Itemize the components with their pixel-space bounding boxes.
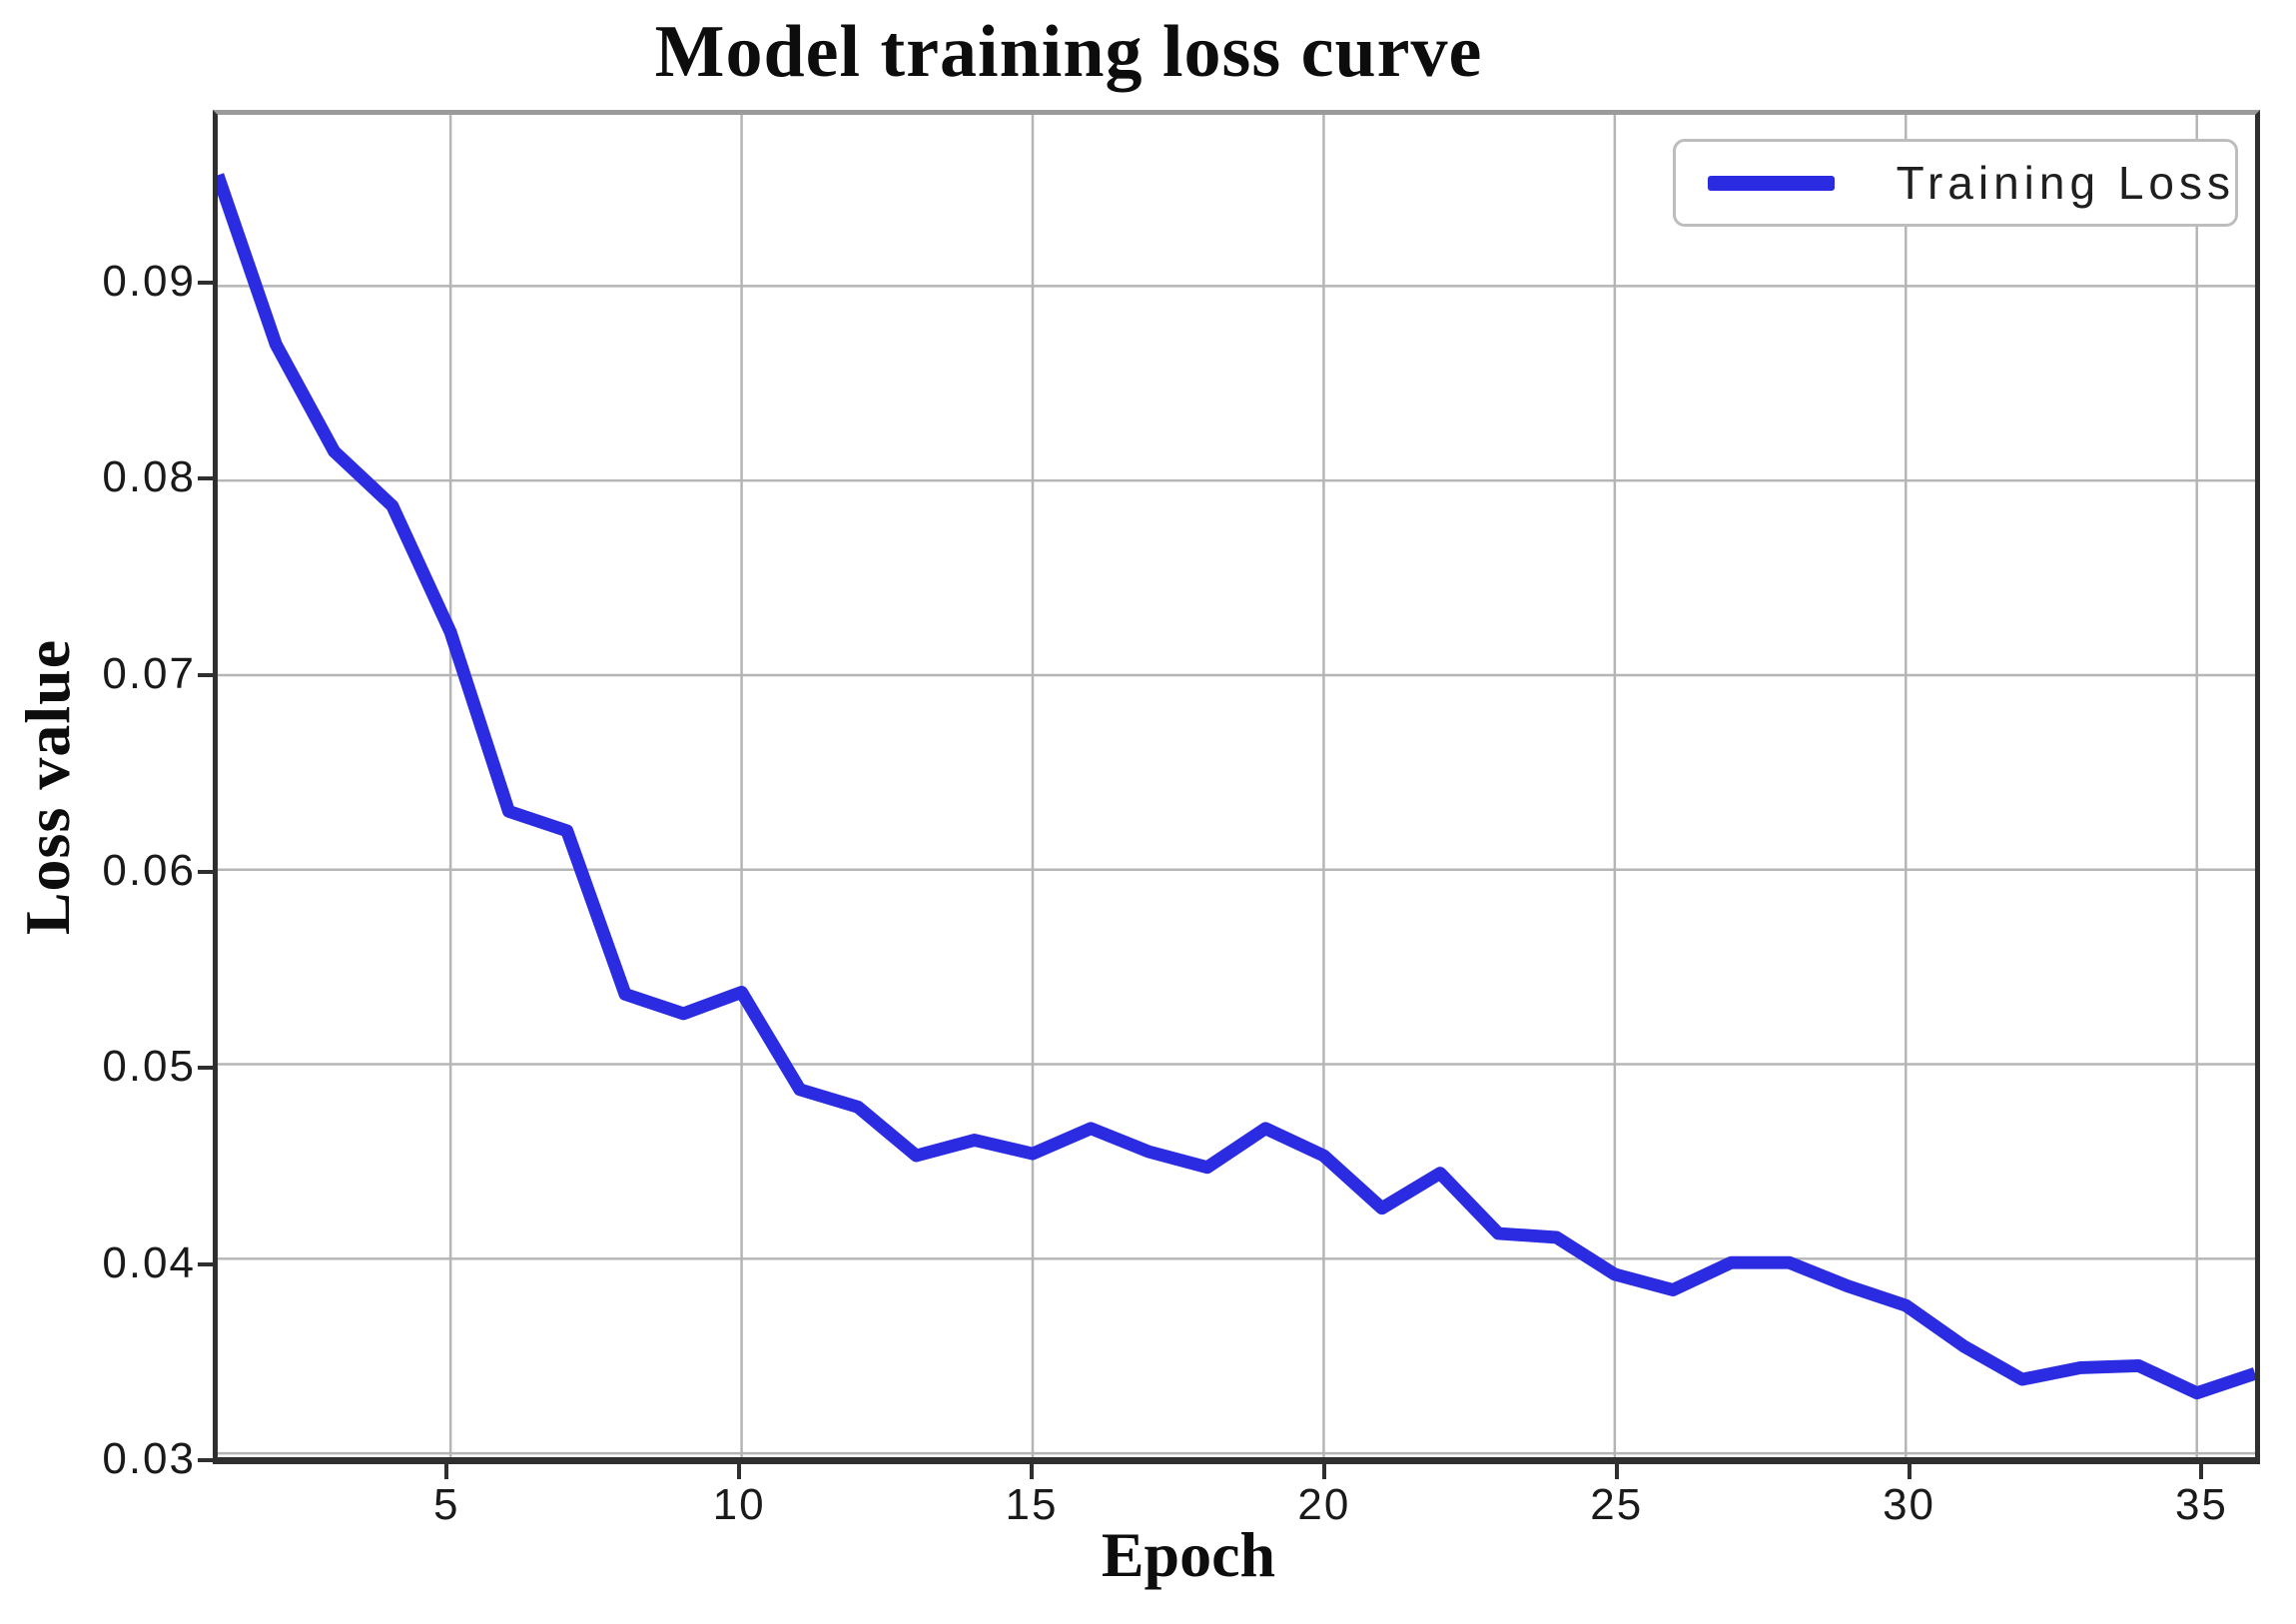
x-tick-label: 20 bbox=[1297, 1480, 1351, 1529]
x-axis-label: Epoch bbox=[1101, 1519, 1276, 1590]
x-tickmark bbox=[737, 1464, 742, 1479]
x-tick-label: 25 bbox=[1590, 1480, 1644, 1529]
plot-area: Training Loss bbox=[213, 110, 2260, 1464]
y-tickmark bbox=[198, 280, 213, 285]
legend-box: Training Loss bbox=[1673, 139, 2238, 227]
y-tick-label: 0.03 bbox=[102, 1434, 196, 1484]
x-tickmark bbox=[444, 1464, 449, 1479]
y-tickmark bbox=[198, 672, 213, 677]
x-tick-label: 35 bbox=[2174, 1480, 2228, 1529]
y-tick-label: 0.05 bbox=[102, 1042, 196, 1092]
y-tickmark bbox=[198, 1066, 213, 1071]
y-tick-label: 0.07 bbox=[102, 648, 196, 698]
y-tick-label: 0.09 bbox=[102, 256, 196, 306]
legend-label: Training Loss bbox=[1896, 157, 2235, 209]
y-tickmark bbox=[198, 869, 213, 874]
y-tick-label: 0.08 bbox=[102, 452, 196, 502]
y-tickmark bbox=[198, 1261, 213, 1266]
training-loss-line bbox=[218, 173, 2255, 1400]
x-tick-label: 15 bbox=[1005, 1480, 1059, 1529]
loss-curve-svg bbox=[218, 115, 2255, 1457]
gridlines bbox=[218, 115, 2255, 1457]
x-tickmark bbox=[1614, 1464, 1619, 1479]
x-tickmark bbox=[1907, 1464, 1912, 1479]
legend-line-sample bbox=[1708, 175, 1835, 191]
x-tickmark bbox=[2199, 1464, 2204, 1479]
y-tickmark bbox=[198, 476, 213, 481]
x-tick-label: 5 bbox=[433, 1480, 460, 1529]
x-tick-label: 30 bbox=[1883, 1480, 1936, 1529]
chart-title: Model training loss curve bbox=[654, 11, 1483, 93]
y-tick-label: 0.06 bbox=[102, 845, 196, 895]
y-tick-label: 0.04 bbox=[102, 1237, 196, 1287]
y-tickmark bbox=[198, 1458, 213, 1463]
x-tickmark bbox=[1321, 1464, 1326, 1479]
x-tick-label: 10 bbox=[712, 1480, 766, 1529]
x-tickmark bbox=[1030, 1464, 1034, 1479]
